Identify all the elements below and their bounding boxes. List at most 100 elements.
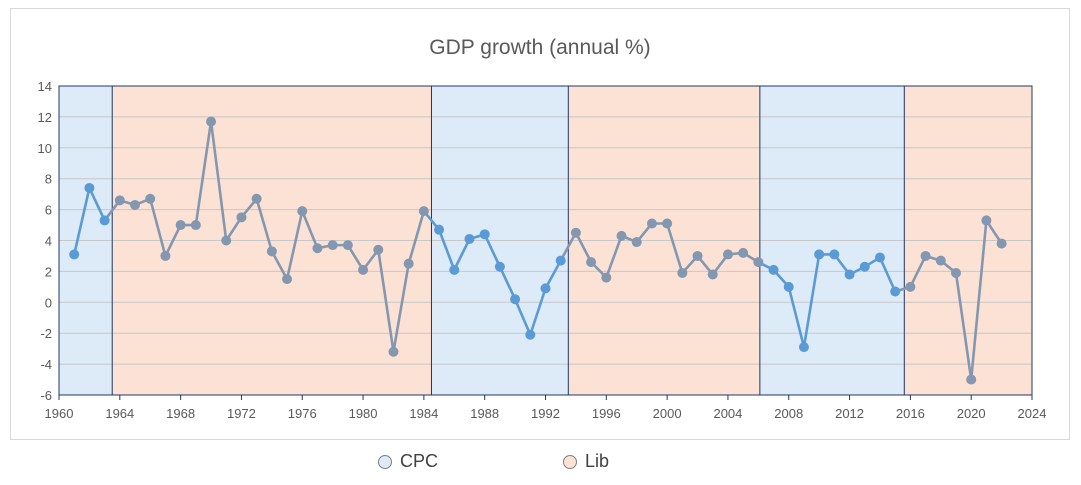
- data-point-1988: [479, 229, 490, 240]
- series-segment: [88, 186, 106, 222]
- data-point-1965: [130, 199, 141, 210]
- x-tick-label: 1988: [470, 406, 499, 421]
- series-segment: [665, 222, 684, 275]
- data-point-1968: [175, 220, 186, 231]
- data-point-1976: [297, 206, 308, 217]
- legend-item-cpc: CPC: [378, 451, 438, 472]
- x-tick-label: 1984: [409, 406, 438, 421]
- data-point-2011: [829, 249, 840, 260]
- series-segment: [376, 248, 395, 354]
- y-tick-label: 6: [45, 203, 52, 218]
- data-point-1962: [84, 182, 95, 193]
- data-point-2002: [692, 250, 703, 261]
- series-segment: [605, 234, 623, 279]
- series-segment: [559, 231, 578, 262]
- chart-frame: -6 -4 -2 0 2 4 6 8 10 12 14 1960 1964 1968 1972 1976 19…: [10, 8, 1070, 440]
- x-tick-label: 2000: [653, 406, 682, 421]
- series-segment: [574, 231, 593, 264]
- series-segment: [878, 256, 897, 293]
- data-point-1992: [540, 283, 551, 294]
- data-point-1972: [236, 212, 247, 223]
- legend-label-lib: Lib: [585, 451, 610, 471]
- series-segment: [148, 197, 167, 258]
- series-segment: [528, 287, 547, 337]
- series-segment: [72, 186, 91, 256]
- data-point-2009: [798, 342, 809, 353]
- x-tick-label: 1960: [45, 406, 74, 421]
- series-segment: [498, 265, 517, 301]
- x-tick-label: 1976: [288, 406, 317, 421]
- data-point-1979: [342, 240, 353, 251]
- data-point-2015: [890, 286, 901, 297]
- chart-title: GDP growth (annual %): [429, 36, 650, 59]
- data-point-2020: [966, 374, 977, 385]
- y-tick-label: 14: [38, 79, 52, 94]
- data-point-1989: [494, 261, 505, 272]
- data-point-1980: [358, 264, 369, 275]
- data-point-2000: [662, 218, 673, 229]
- data-point-1970: [206, 116, 217, 127]
- data-point-1977: [312, 243, 323, 254]
- data-point-1983: [403, 258, 414, 269]
- series-segment: [787, 285, 806, 349]
- data-point-2018: [935, 255, 946, 266]
- y-tick-label: -6: [40, 388, 52, 403]
- series-segment: [513, 297, 532, 337]
- series-segment: [544, 259, 563, 290]
- data-point-1984: [418, 206, 429, 217]
- data-point-2017: [920, 250, 931, 261]
- legend-item-lib: Lib: [563, 451, 609, 472]
- data-point-1985: [434, 224, 445, 235]
- y-tick-label: 8: [45, 172, 52, 187]
- legend: CPC Lib: [0, 447, 1081, 477]
- series-segment: [285, 209, 304, 281]
- data-point-2003: [707, 269, 718, 280]
- series-segment: [255, 197, 274, 253]
- y-tick-label: -2: [40, 326, 52, 341]
- data-point-1990: [510, 294, 521, 305]
- series-segment: [194, 120, 213, 227]
- x-tick-label: 1980: [349, 406, 378, 421]
- series-points: [69, 116, 1007, 385]
- data-point-1996: [601, 272, 612, 283]
- y-tick-label: 10: [38, 141, 52, 156]
- data-point-2005: [738, 247, 749, 258]
- x-tick-label: 2024: [1018, 406, 1047, 421]
- y-tick-label: 4: [45, 234, 52, 249]
- data-point-1974: [266, 246, 277, 257]
- series-segment: [407, 209, 426, 265]
- series-segment: [969, 219, 988, 381]
- data-point-1973: [251, 193, 262, 204]
- data-point-2013: [859, 261, 870, 272]
- x-tick-label: 1968: [166, 406, 195, 421]
- series-segment: [164, 223, 182, 258]
- series-segment: [483, 233, 502, 269]
- x-tick-label: 2004: [713, 406, 742, 421]
- series-segment: [452, 237, 471, 272]
- x-tick-label: 2012: [835, 406, 864, 421]
- series-segment: [270, 250, 289, 281]
- period-dividers: [111, 86, 905, 395]
- data-point-2012: [844, 269, 855, 280]
- data-point-1978: [327, 240, 338, 251]
- data-point-1975: [282, 274, 293, 285]
- series-segment: [437, 228, 456, 272]
- y-tick-label: 2: [45, 264, 52, 279]
- data-point-2001: [677, 267, 688, 278]
- data-point-1998: [631, 237, 642, 248]
- data-point-1963: [99, 215, 110, 226]
- data-point-1986: [449, 264, 460, 275]
- series-segment: [909, 254, 927, 289]
- data-point-1982: [388, 346, 399, 357]
- series-segment: [300, 209, 319, 250]
- data-point-1971: [221, 235, 232, 246]
- data-point-1993: [555, 255, 566, 266]
- series-segment: [954, 271, 973, 381]
- legend-label-cpc: CPC: [400, 451, 439, 471]
- data-point-2021: [981, 215, 992, 226]
- data-point-2014: [874, 252, 885, 263]
- x-tick-label: 2008: [774, 406, 803, 421]
- data-point-2007: [768, 264, 779, 275]
- series-segment: [802, 253, 821, 349]
